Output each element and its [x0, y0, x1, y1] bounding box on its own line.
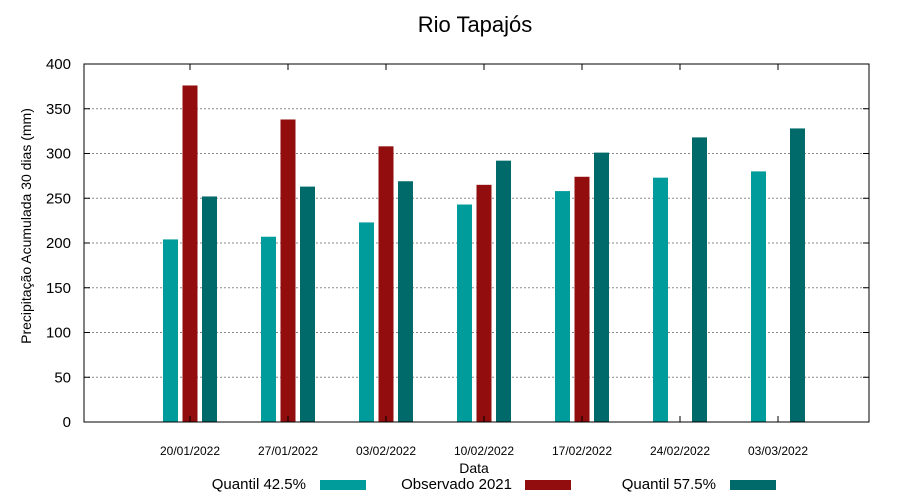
bar-quantil-42-5--4	[555, 191, 570, 422]
bar-observado-2021-4	[574, 176, 590, 422]
y-tick-label: 200	[46, 235, 71, 252]
bar-observado-2021-1	[280, 119, 296, 423]
x-tick-label: 24/02/2022	[650, 444, 710, 458]
legend-label: Quantil 42.5%	[212, 476, 306, 493]
bar-quantil-42-5--0	[163, 239, 178, 422]
x-axis-ticks: 20/01/2022 27/01/2022 03/02/2022 10/02/2022…	[160, 64, 808, 458]
bar-quantil-57-5--6	[790, 128, 805, 422]
bar-quantil-42-5--2	[359, 222, 374, 422]
legend-swatch	[525, 480, 571, 490]
bar-quantil-57-5--3	[496, 160, 511, 422]
bar-observado-2021-2	[378, 146, 394, 422]
y-tick-label: 250	[46, 190, 71, 207]
bar-quantil-57-5--4	[594, 152, 609, 423]
bar-quantil-42-5--5	[653, 177, 668, 422]
x-tick-label: 10/02/2022	[454, 444, 514, 458]
y-tick-label: 100	[46, 325, 71, 342]
y-axis-label: Precipitação Acumulada 30 dias (mm)	[18, 108, 34, 344]
y-tick-label: 150	[46, 280, 71, 297]
x-tick-label: 20/01/2022	[160, 444, 220, 458]
chart-title: Rio Tapajós	[418, 12, 533, 37]
bar-observado-2021-0	[182, 85, 198, 422]
bar-quantil-42-5--1	[261, 236, 276, 422]
bar-quantil-57-5--0	[202, 196, 217, 422]
legend-label: Quantil 57.5%	[622, 476, 716, 493]
y-axis-ticks: 0 50 100 150 200 250 300 350 400	[46, 56, 869, 431]
x-tick-label: 17/02/2022	[552, 444, 612, 458]
legend-swatch	[730, 480, 776, 490]
x-tick-label: 27/01/2022	[258, 444, 318, 458]
legend-swatch	[320, 480, 366, 490]
x-tick-label: 03/02/2022	[356, 444, 416, 458]
y-tick-label: 50	[54, 369, 71, 386]
legend-label: Observado 2021	[401, 476, 512, 493]
y-tick-label: 350	[46, 101, 71, 118]
y-tick-label: 0	[63, 414, 71, 431]
bar-quantil-42-5--6	[751, 171, 766, 422]
x-axis-label: Data	[459, 460, 489, 476]
bar-quantil-57-5--5	[692, 137, 707, 422]
y-tick-label: 400	[46, 56, 71, 73]
bars	[163, 85, 805, 423]
bar-quantil-57-5--2	[398, 181, 413, 422]
y-tick-label: 300	[46, 146, 71, 163]
bar-quantil-42-5--3	[457, 204, 472, 422]
x-tick-label: 03/03/2022	[748, 444, 808, 458]
legend: Quantil 42.5% Observado 2021 Quantil 57.5%	[212, 476, 776, 493]
bar-quantil-57-5--1	[300, 186, 315, 422]
bar-observado-2021-3	[476, 184, 492, 422]
